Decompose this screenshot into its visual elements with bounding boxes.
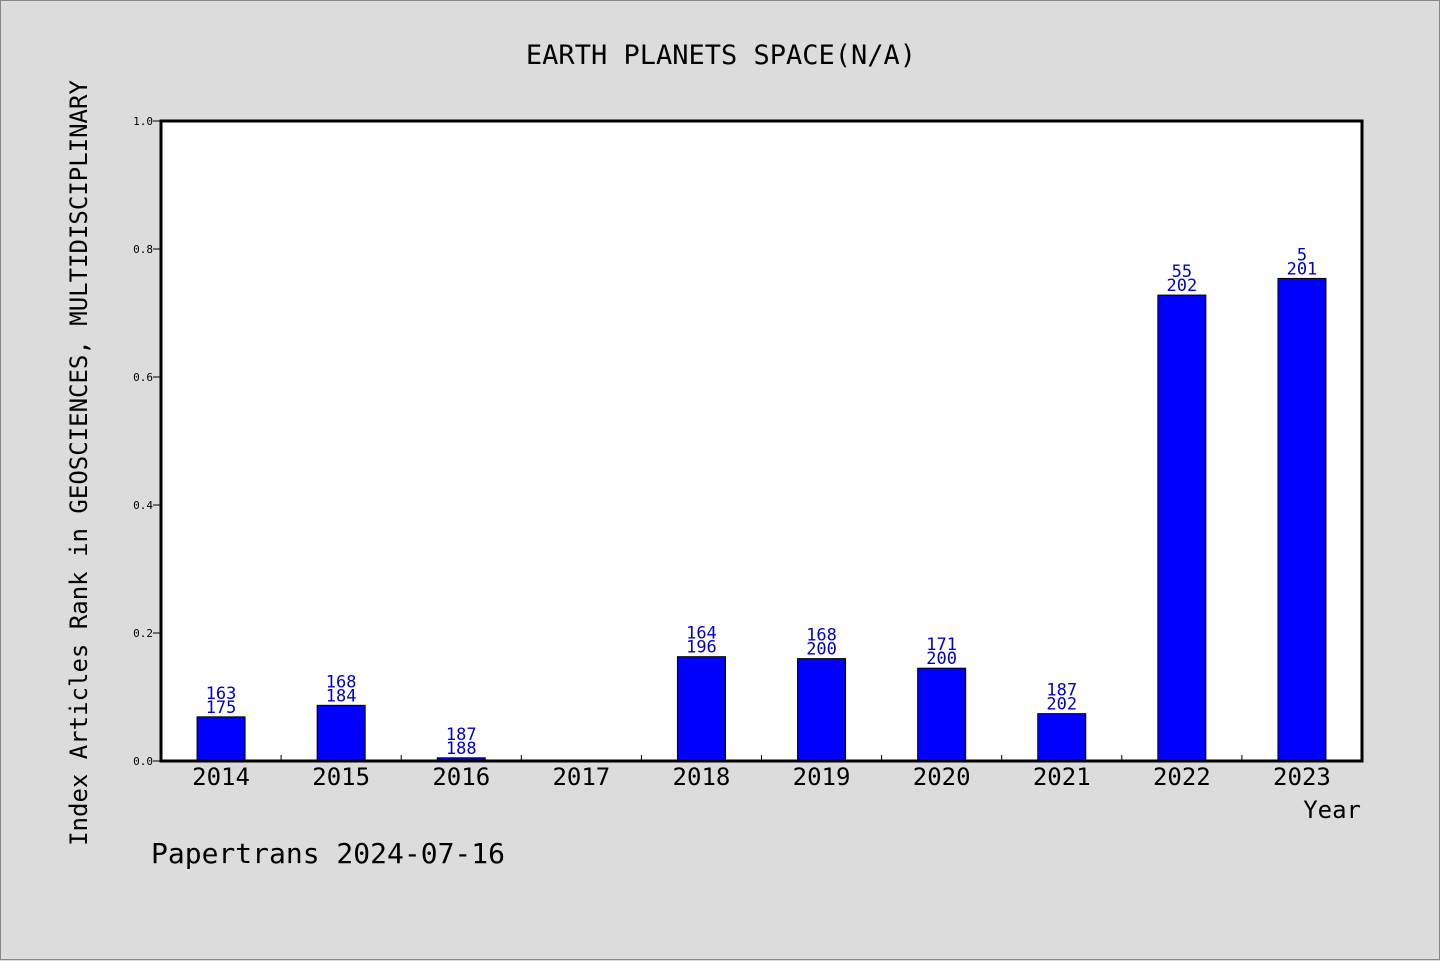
y-tick-label: 0.8 bbox=[133, 243, 153, 256]
bar bbox=[1157, 294, 1207, 762]
x-tick-label: 2015 bbox=[312, 763, 370, 791]
x-tick-label: 2020 bbox=[913, 763, 971, 791]
x-tick-label: 2021 bbox=[1033, 763, 1091, 791]
data-label-total: 196 bbox=[686, 638, 717, 658]
bar bbox=[316, 704, 366, 762]
x-tick-label: 2018 bbox=[673, 763, 731, 791]
y-tick-label: 1.0 bbox=[133, 115, 153, 128]
data-label-total: 202 bbox=[1166, 276, 1197, 296]
data-label-total: 200 bbox=[806, 640, 837, 660]
y-tick-label: 0.0 bbox=[133, 755, 153, 768]
x-axis-label: Year bbox=[1303, 796, 1361, 824]
data-label-rank: 187 bbox=[1046, 681, 1077, 701]
bar bbox=[1277, 277, 1327, 762]
data-label-total: 188 bbox=[446, 739, 477, 759]
data-label-rank: 163 bbox=[206, 684, 237, 704]
x-tick-label: 2023 bbox=[1273, 763, 1331, 791]
y-tick-label: 0.2 bbox=[133, 627, 153, 640]
data-label-rank: 5 bbox=[1297, 245, 1307, 265]
data-label-rank: 187 bbox=[446, 725, 477, 745]
y-tick-label: 0.4 bbox=[133, 499, 153, 512]
plot-border bbox=[159, 119, 1364, 763]
data-label-rank: 164 bbox=[686, 624, 717, 644]
data-label-total: 201 bbox=[1287, 259, 1318, 279]
data-label-rank: 168 bbox=[326, 672, 357, 692]
y-axis-label: Index Articles Rank in GEOSCIENCES, MULT… bbox=[65, 80, 93, 846]
chart-title: EARTH PLANETS SPACE(N/A) bbox=[526, 40, 916, 71]
bar bbox=[1037, 713, 1087, 762]
x-tick-label: 2022 bbox=[1153, 763, 1211, 791]
x-tick-label: 2014 bbox=[192, 763, 250, 791]
x-tick-label: 2019 bbox=[793, 763, 851, 791]
data-label-total: 202 bbox=[1046, 695, 1077, 715]
data-label-total: 175 bbox=[206, 698, 237, 718]
data-label-rank: 55 bbox=[1172, 262, 1192, 282]
footer-text: Papertrans 2024-07-16 bbox=[151, 837, 505, 870]
x-tick-label: 2017 bbox=[552, 763, 610, 791]
bar bbox=[917, 667, 967, 762]
y-tick-label: 0.6 bbox=[133, 371, 153, 384]
data-label-rank: 168 bbox=[806, 626, 837, 646]
data-label-total: 184 bbox=[326, 686, 357, 706]
data-label-total: 200 bbox=[926, 649, 957, 669]
data-label-rank: 171 bbox=[926, 635, 957, 655]
bar bbox=[196, 716, 246, 762]
x-tick-label: 2016 bbox=[432, 763, 490, 791]
bar bbox=[797, 658, 847, 762]
bar bbox=[676, 656, 726, 762]
